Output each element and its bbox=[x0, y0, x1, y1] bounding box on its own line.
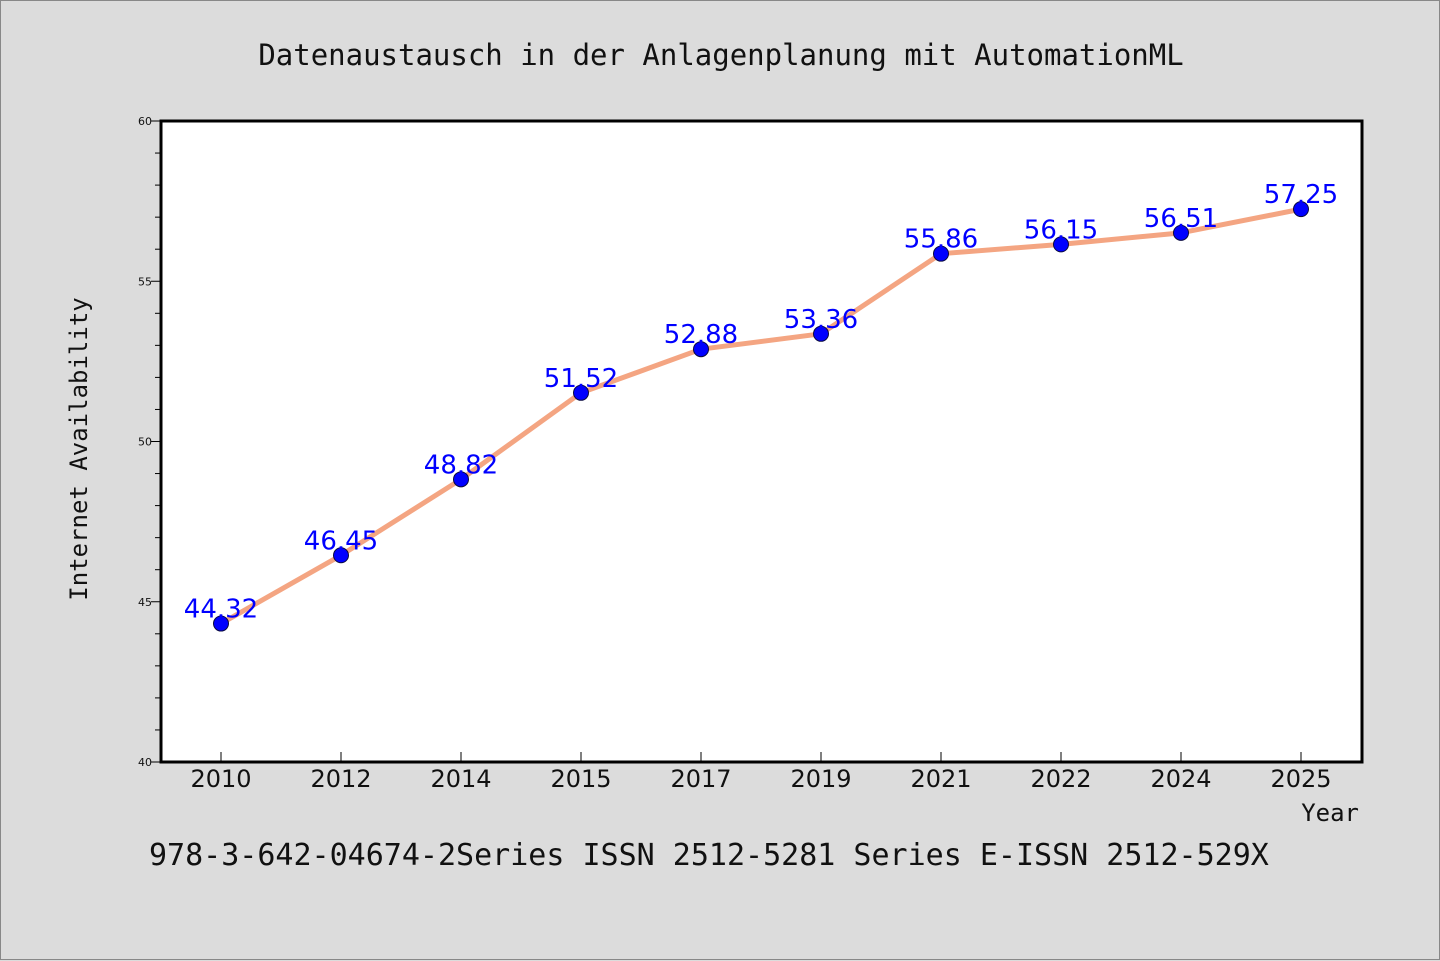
x-tick-label: 2024 bbox=[1150, 765, 1211, 793]
x-tick-label: 2014 bbox=[430, 765, 491, 793]
x-tick-label: 2017 bbox=[670, 765, 731, 793]
data-point bbox=[693, 341, 709, 358]
data-label: 56.51 bbox=[1144, 204, 1218, 234]
data-label: 44.32 bbox=[184, 595, 258, 625]
data-label: 53.36 bbox=[784, 305, 858, 335]
y-tick-label: 45 bbox=[138, 596, 152, 609]
data-point bbox=[813, 325, 829, 342]
y-axis: 40 45 50 55 60 bbox=[138, 115, 161, 769]
data-point bbox=[933, 245, 949, 262]
series-line bbox=[219, 206, 1302, 626]
x-tick-label: 2025 bbox=[1270, 765, 1331, 793]
data-label: 51.52 bbox=[544, 364, 618, 394]
data-label: 55.86 bbox=[904, 225, 978, 255]
data-labels: 44.32 46.45 48.82 51.52 52.88 53.36 55.86 56.15… bbox=[184, 180, 1338, 624]
data-label: 57.25 bbox=[1264, 180, 1338, 210]
y-axis-label: Internet Availability bbox=[65, 297, 93, 600]
data-label: 52.88 bbox=[664, 320, 738, 350]
data-point bbox=[1173, 224, 1189, 241]
data-point bbox=[213, 615, 229, 632]
x-tick-label: 2022 bbox=[1030, 765, 1091, 793]
x-tick-label: 2010 bbox=[190, 765, 251, 793]
y-tick-label: 50 bbox=[138, 436, 152, 449]
y-tick-label: 60 bbox=[138, 115, 152, 128]
data-point bbox=[1053, 236, 1069, 253]
data-point bbox=[333, 547, 349, 564]
x-axis: 2010 2012 2014 2015 2017 2019 2021 2022 2024 2025 bbox=[190, 752, 1332, 793]
x-tick-label: 2019 bbox=[790, 765, 851, 793]
x-axis-label: Year bbox=[1301, 799, 1359, 827]
y-tick-label: 40 bbox=[138, 756, 152, 769]
x-tick-label: 2021 bbox=[910, 765, 971, 793]
data-point bbox=[573, 384, 589, 401]
chart-title: Datenaustausch in der Anlagenplanung mit… bbox=[258, 38, 1183, 72]
series-markers bbox=[213, 201, 1309, 632]
data-label: 46.45 bbox=[304, 526, 378, 556]
x-tick-label: 2012 bbox=[310, 765, 371, 793]
y-tick-label: 55 bbox=[138, 275, 152, 288]
data-point bbox=[1293, 201, 1309, 218]
x-tick-label: 2015 bbox=[550, 765, 611, 793]
data-label: 48.82 bbox=[424, 450, 498, 480]
data-point bbox=[453, 471, 469, 488]
data-label: 56.15 bbox=[1024, 215, 1098, 245]
plot-area bbox=[159, 119, 1364, 764]
footer-isbn-issn: 978-3-642-04674-2Series ISSN 2512-5281 S… bbox=[149, 838, 1269, 873]
